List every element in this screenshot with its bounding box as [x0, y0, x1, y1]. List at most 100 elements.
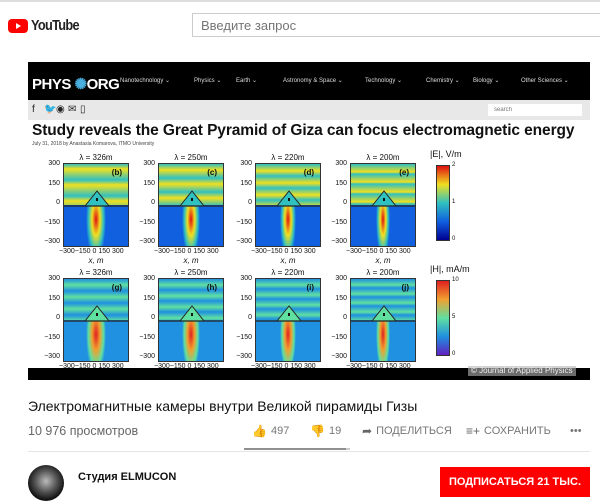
pyramid-outline: [64, 190, 128, 207]
panel-title: λ = 220m: [271, 268, 305, 277]
nav-item: Chemistry ⌄: [426, 78, 460, 84]
panel-title: λ = 200m: [366, 268, 400, 277]
nav-item: Nanotechnology ⌄: [120, 78, 171, 84]
credit-watermark: © Journal of Applied Physics: [468, 366, 576, 376]
x-tick-labels: −300−150 0 150 300: [154, 363, 219, 370]
save-label: СОХРАНИТЬ: [484, 425, 551, 437]
phys-org-logo: PHYS ✺ORG: [32, 76, 120, 93]
y-tick-label: −300: [236, 353, 252, 360]
social-icon: ◉: [56, 104, 65, 115]
youtube-logo[interactable]: YouTube: [8, 17, 87, 34]
pyramid-outline: [159, 190, 223, 207]
social-icon: ✉: [68, 104, 77, 115]
field-plot: (b): [63, 163, 129, 247]
y-tick-label: 0: [248, 199, 252, 206]
more-icon: •••: [570, 425, 582, 437]
y-tick-label: 300: [240, 160, 252, 167]
y-tick-label: −300: [139, 353, 155, 360]
pyramid-outline: [64, 305, 128, 322]
pyramid-outline: [256, 190, 320, 207]
x-axis-label: x, m: [183, 256, 199, 265]
nav-item: Other Sciences ⌄: [521, 78, 569, 84]
colorbar-tick: 5: [452, 314, 456, 320]
colorbar-tick: 2: [452, 162, 456, 168]
y-tick-label: 150: [48, 294, 60, 302]
nav-item: Astronomy & Space ⌄: [283, 78, 343, 84]
y-tick-label: 300: [48, 160, 60, 167]
y-tick-label: 300: [143, 160, 155, 167]
panel-label: (c): [207, 168, 217, 177]
social-bar: f 🐦◉✉▯: [28, 100, 590, 120]
colorbar-title: |E|, V/m: [430, 149, 462, 159]
y-tick-label: 150: [143, 294, 155, 302]
y-tick-label: −150: [139, 218, 155, 226]
field-plot: (g): [63, 278, 129, 362]
more-actions-button[interactable]: •••: [570, 424, 582, 438]
y-tick-label: 0: [151, 314, 155, 321]
search-input[interactable]: [192, 13, 600, 37]
panel-label: (i): [306, 283, 314, 292]
article-title: Study reveals the Great Pyramid of Giza …: [32, 122, 575, 139]
x-tick-labels: −300−150 0 150 300: [154, 248, 219, 255]
colorbar: [436, 165, 450, 241]
y-tick-label: 0: [56, 199, 60, 206]
y-tick-label: −150: [331, 333, 347, 341]
y-tick-label: 300: [143, 275, 155, 282]
field-plot: (c): [158, 163, 224, 247]
channel-name[interactable]: Студия ELMUCON: [78, 471, 177, 483]
save-button[interactable]: ≡+ СОХРАНИТЬ: [466, 424, 551, 438]
x-axis-label: x, m: [88, 256, 104, 265]
y-tick-label: −300: [331, 353, 347, 360]
share-arrow-icon: ➦: [362, 424, 373, 438]
y-tick-label: −300: [44, 353, 60, 360]
y-tick-label: −150: [44, 333, 60, 341]
video-bottom-bar: [28, 368, 590, 380]
y-tick-label: 300: [335, 160, 347, 167]
x-axis-label: x, m: [375, 256, 391, 265]
like-button[interactable]: 👍 497: [252, 424, 289, 438]
x-tick-labels: −300−150 0 150 300: [59, 363, 124, 370]
sentiment-fill: [244, 448, 347, 450]
y-tick-label: −150: [236, 333, 252, 341]
panel-label: (h): [206, 283, 217, 292]
y-tick-label: 150: [240, 294, 252, 302]
y-tick-label: −150: [44, 218, 60, 226]
x-axis-label: x, m: [280, 256, 296, 265]
nav-item: Physics ⌄: [194, 78, 222, 84]
y-tick-label: 0: [56, 314, 60, 321]
panel-title: λ = 326m: [79, 153, 113, 162]
channel-avatar[interactable]: [28, 465, 64, 501]
x-tick-labels: −300−150 0 150 300: [59, 248, 124, 255]
panel-title: λ = 200m: [366, 153, 400, 162]
social-icon: f: [32, 104, 35, 115]
colorbar-tick: 0: [452, 351, 456, 357]
video-player[interactable]: PHYS ✺ORG Nanotechnology ⌄ Physics ⌄ Earth…: [28, 62, 590, 380]
panel-label: (d): [303, 168, 314, 177]
social-icon: ▯: [80, 104, 86, 115]
share-button[interactable]: ➦ ПОДЕЛИТЬСЯ: [362, 424, 452, 438]
share-label: ПОДЕЛИТЬСЯ: [376, 425, 452, 437]
panel-title: λ = 250m: [174, 153, 208, 162]
dislike-count: 19: [328, 425, 342, 437]
colorbar-tick: 10: [452, 277, 459, 283]
dislike-button[interactable]: 👎 19: [310, 424, 341, 438]
y-tick-label: −150: [236, 218, 252, 226]
panel-label: (e): [399, 168, 409, 177]
nav-item: Biology ⌄: [473, 78, 500, 84]
thumbs-up-icon: 👍: [252, 424, 267, 438]
y-tick-label: −150: [331, 218, 347, 226]
colorbar: [436, 280, 450, 356]
y-tick-label: 0: [151, 199, 155, 206]
panel-label: (j): [401, 283, 409, 292]
x-tick-labels: −300−150 0 150 300: [251, 248, 316, 255]
subscribe-button[interactable]: ПОДПИСАТЬСЯ 21 ТЫС.: [440, 467, 590, 497]
pyramid-outline: [256, 305, 320, 322]
y-tick-label: −300: [236, 238, 252, 245]
y-tick-label: 150: [335, 294, 347, 302]
colorbar-title: |H|, mA/m: [430, 264, 470, 274]
nav-item: Technology ⌄: [365, 78, 403, 84]
like-count: 497: [270, 425, 290, 437]
field-plot: (i): [255, 278, 321, 362]
play-icon: [8, 18, 28, 33]
video-title: Электромагнитные камеры внутри Великой п…: [28, 398, 418, 414]
